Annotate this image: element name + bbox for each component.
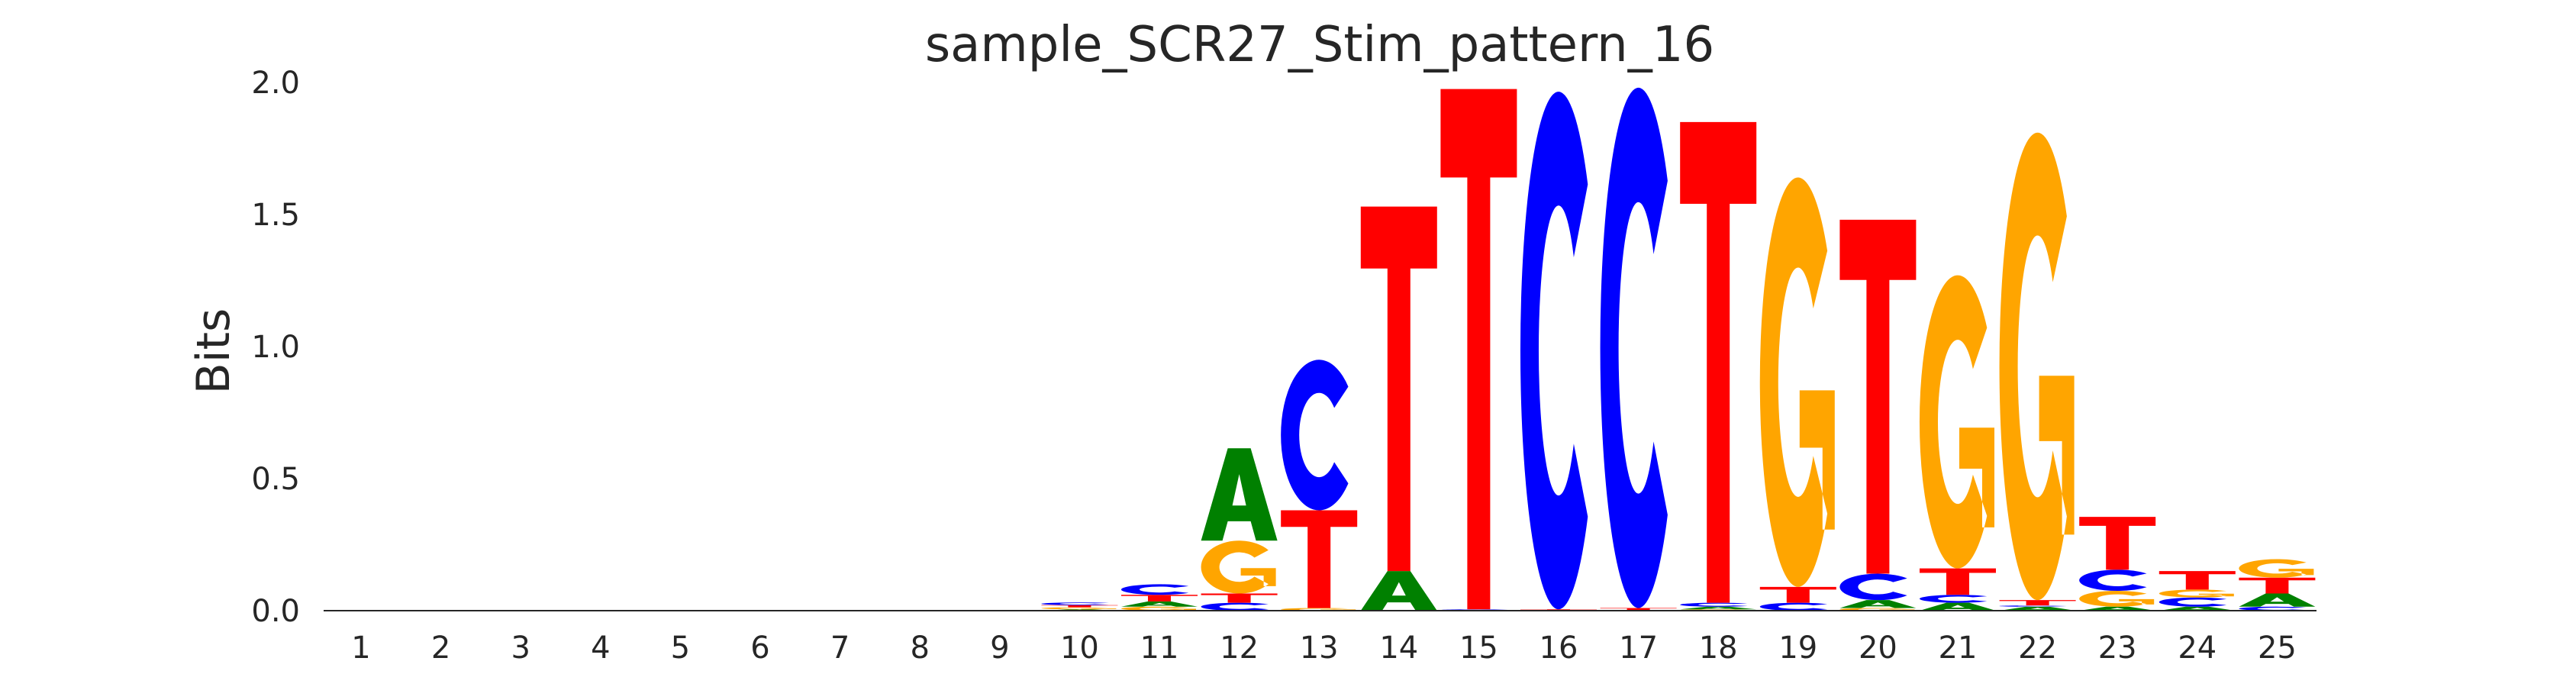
logo-letter-C-pos-24 xyxy=(2158,597,2227,607)
logo-letter-C-pos-18 xyxy=(1680,602,1748,607)
x-tick-label: 24 xyxy=(2178,631,2217,666)
y-tick-label: 1.0 xyxy=(251,330,300,365)
chart-title: sample_SCR27_Stim_pattern_16 xyxy=(925,17,1714,73)
y-tick-label: 0.0 xyxy=(251,594,300,629)
x-tick-label: 19 xyxy=(1778,631,1817,666)
logo-letter-G-pos-24 xyxy=(2158,589,2234,598)
logo-letter-A-pos-21 xyxy=(1920,602,1996,611)
x-tick-label: 17 xyxy=(1619,631,1658,666)
logo-letter-T-pos-23 xyxy=(2079,517,2156,570)
x-tick-label: 13 xyxy=(1300,631,1339,666)
logo-letter-T-pos-24 xyxy=(2158,571,2236,590)
logo-letter-G-pos-25 xyxy=(2239,559,2314,578)
logo-letter-C-pos-22 xyxy=(1999,605,2067,607)
x-tick-label: 25 xyxy=(2258,631,2297,666)
x-tick-label: 18 xyxy=(1699,631,1738,666)
y-tick-label: 1.5 xyxy=(251,198,300,233)
x-tick-label: 12 xyxy=(1220,631,1259,666)
logo-letter-G-pos-11 xyxy=(1120,606,1196,611)
logo-letter-A-pos-22 xyxy=(1999,606,2076,611)
logo-letter-G-pos-19 xyxy=(1759,177,1835,587)
logo-letter-A-pos-12 xyxy=(1201,448,1278,541)
x-tick-label: 1 xyxy=(351,631,370,666)
y-tick-label: 2.0 xyxy=(251,66,300,101)
x-tick-labels: 1 2 3 4 5 6 7 8 9 10 11 12 13 14 15 16 17 18 19 20 21 22 23 24 2… xyxy=(351,631,2297,666)
logo-letter-G-pos-22 xyxy=(1999,132,2075,601)
logo-letter-T-pos-13 xyxy=(1281,510,1358,608)
logo-letter-T-pos-11 xyxy=(1121,595,1198,602)
logo-letter-G-pos-12 xyxy=(1201,540,1276,594)
logo-letter-T-pos-20 xyxy=(1839,219,1917,574)
x-tick-label: 23 xyxy=(2098,631,2137,666)
logo-letter-G-pos-21 xyxy=(1919,275,1994,569)
logo-letter-A-pos-18 xyxy=(1680,606,1757,610)
x-tick-label: 15 xyxy=(1459,631,1498,666)
logo-letter-G-pos-10 xyxy=(1041,607,1117,610)
logo-letter-C-pos-16 xyxy=(1520,92,1588,610)
logo-letter-T-pos-17 xyxy=(1600,608,1677,611)
logo-letter-A-pos-23 xyxy=(2079,606,2156,611)
logo-letter-T-pos-18 xyxy=(1680,121,1757,603)
x-tick-label: 7 xyxy=(830,631,850,666)
logo-letter-C-pos-12 xyxy=(1201,602,1269,611)
logo-letter-T-pos-25 xyxy=(2239,577,2316,594)
logo-letter-G-pos-23 xyxy=(2079,591,2155,607)
logo-letter-C-pos-17 xyxy=(1600,87,1668,608)
x-tick-label: 3 xyxy=(511,631,530,666)
x-tick-label: 4 xyxy=(591,631,610,666)
y-tick-labels: 0.0 0.5 1.0 1.5 2.0 xyxy=(251,66,300,629)
logo-letter-A-pos-20 xyxy=(1839,600,1917,608)
logo-letter-C-pos-23 xyxy=(2079,569,2147,592)
logo-letter-A-pos-24 xyxy=(2158,606,2236,611)
x-tick-label: 16 xyxy=(1539,631,1578,666)
x-tick-label: 8 xyxy=(910,631,929,666)
logo-letter-T-pos-21 xyxy=(1920,568,1996,595)
x-tick-label: 20 xyxy=(1859,631,1897,666)
logo-letter-T-pos-19 xyxy=(1759,586,1836,603)
logo-letter-T-pos-10 xyxy=(1041,605,1118,608)
y-tick-label: 0.5 xyxy=(251,462,300,497)
x-tick-label: 9 xyxy=(990,631,1009,666)
x-tick-label: 21 xyxy=(1939,631,1978,666)
x-tick-label: 2 xyxy=(431,631,450,666)
logo-letter-C-pos-10 xyxy=(1041,602,1109,605)
logo-letter-C-pos-21 xyxy=(1919,595,1988,603)
logo-letter-T-pos-12 xyxy=(1201,593,1278,603)
x-tick-label: 10 xyxy=(1060,631,1099,666)
logo-letter-C-pos-20 xyxy=(1839,573,1907,601)
logo-letter-T-pos-22 xyxy=(1999,600,2076,606)
logo-letter-A-pos-25 xyxy=(2239,593,2316,607)
logo-letter-A-pos-14 xyxy=(1360,571,1437,611)
logo-letters xyxy=(1041,87,2316,611)
logo-letter-T-pos-15 xyxy=(1440,89,1517,610)
logo-letter-T-pos-14 xyxy=(1360,206,1437,572)
x-tick-label: 5 xyxy=(671,631,690,666)
logo-letter-C-pos-19 xyxy=(1759,602,1828,611)
x-tick-label: 14 xyxy=(1379,631,1418,666)
logo-letter-C-pos-13 xyxy=(1281,360,1349,511)
logo-letter-C-pos-25 xyxy=(2239,606,2307,611)
logo-letter-A-pos-11 xyxy=(1121,601,1198,607)
x-tick-label: 22 xyxy=(2018,631,2057,666)
x-tick-label: 11 xyxy=(1140,631,1179,666)
x-tick-label: 6 xyxy=(750,631,769,666)
y-axis-label: Bits xyxy=(187,308,240,395)
logo-letter-C-pos-11 xyxy=(1120,584,1189,595)
